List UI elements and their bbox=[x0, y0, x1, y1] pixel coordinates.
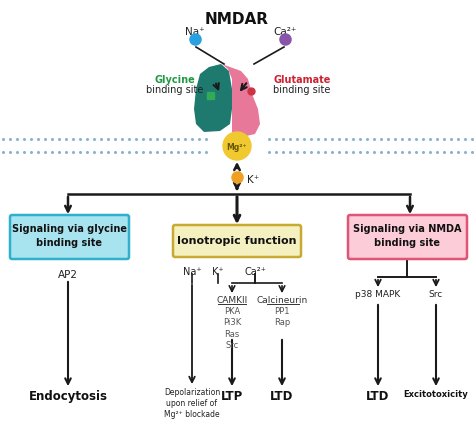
Text: K⁺: K⁺ bbox=[212, 266, 224, 276]
FancyBboxPatch shape bbox=[173, 226, 301, 257]
Text: Calcineurin: Calcineurin bbox=[256, 295, 308, 304]
Text: Mg²⁺: Mg²⁺ bbox=[227, 142, 247, 151]
Text: K⁺: K⁺ bbox=[247, 174, 259, 184]
Text: binding site: binding site bbox=[146, 85, 204, 95]
Text: binding site: binding site bbox=[273, 85, 331, 95]
Text: Glutamate: Glutamate bbox=[273, 75, 331, 85]
FancyBboxPatch shape bbox=[10, 216, 129, 260]
Text: Endocytosis: Endocytosis bbox=[28, 389, 108, 402]
Text: Ca²⁺: Ca²⁺ bbox=[244, 266, 266, 276]
Text: LTP: LTP bbox=[221, 389, 243, 402]
Bar bbox=[207, 93, 214, 100]
Text: LTD: LTD bbox=[270, 389, 294, 402]
Circle shape bbox=[223, 133, 251, 161]
Text: Ca²⁺: Ca²⁺ bbox=[273, 27, 297, 37]
Text: Signaling via glycine
binding site: Signaling via glycine binding site bbox=[12, 224, 127, 247]
FancyBboxPatch shape bbox=[348, 216, 467, 260]
Text: Signaling via NMDA
binding site: Signaling via NMDA binding site bbox=[353, 224, 462, 247]
Text: PKA
Pi3K
Ras
Src: PKA Pi3K Ras Src bbox=[223, 306, 241, 349]
Text: Na⁺: Na⁺ bbox=[185, 27, 205, 37]
Text: NMDAR: NMDAR bbox=[205, 12, 269, 27]
Polygon shape bbox=[194, 65, 232, 133]
Polygon shape bbox=[222, 65, 260, 138]
Text: LTD: LTD bbox=[366, 389, 390, 402]
Text: Glycine: Glycine bbox=[155, 75, 195, 85]
Text: CAMKII: CAMKII bbox=[216, 295, 247, 304]
Text: PP1
Rap: PP1 Rap bbox=[274, 306, 290, 327]
Text: Excitotoxicity: Excitotoxicity bbox=[404, 389, 468, 398]
Text: AP2: AP2 bbox=[58, 270, 78, 279]
Text: Src: Src bbox=[429, 289, 443, 298]
Text: Ionotropic function: Ionotropic function bbox=[177, 236, 297, 246]
Text: Depolarization
upon relief of
Mg²⁺ blockade: Depolarization upon relief of Mg²⁺ block… bbox=[164, 387, 220, 418]
Text: Na⁺: Na⁺ bbox=[182, 266, 201, 276]
Text: p38 MAPK: p38 MAPK bbox=[356, 289, 401, 298]
